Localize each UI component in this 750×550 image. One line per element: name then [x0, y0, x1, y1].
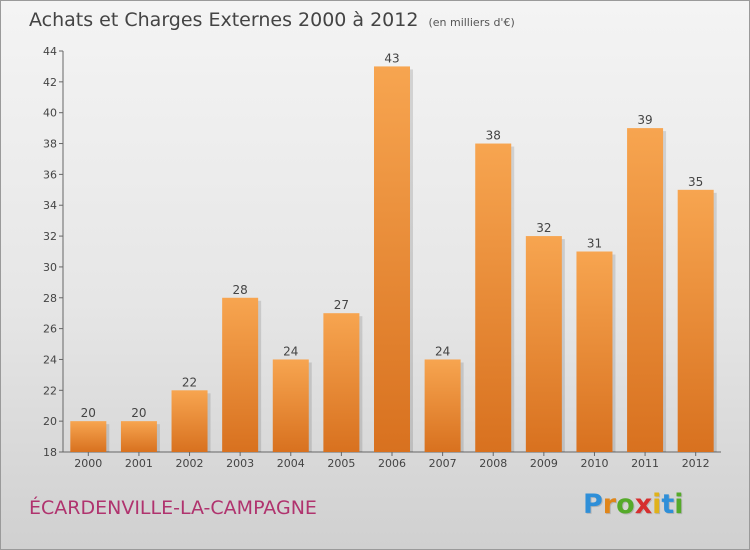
data-label: 24 [283, 344, 298, 358]
bar-2012 [677, 189, 714, 453]
x-tick-label: 2007 [429, 457, 457, 470]
y-tick-label: 44 [43, 45, 57, 58]
commune-name: ÉCARDENVILLE-LA-CAMPAGNE [29, 497, 317, 519]
bar-2006 [374, 66, 410, 452]
y-tick-label: 30 [43, 261, 57, 274]
y-tick-label: 24 [43, 353, 57, 366]
x-tick-label: 2006 [378, 457, 406, 470]
logo-letter: P [583, 489, 603, 520]
y-tick-label: 22 [43, 384, 57, 397]
bar-2000 [70, 421, 107, 452]
data-labels: 20 20 22 28 24 27 43 24 38 32 31 39 35 [81, 51, 704, 420]
y-tick-label: 28 [43, 292, 57, 305]
y-tick-label: 40 [43, 107, 57, 120]
data-label: 31 [587, 237, 602, 251]
data-label: 32 [536, 221, 551, 235]
data-label: 24 [435, 344, 450, 358]
bar-2002 [171, 390, 208, 452]
data-label: 39 [637, 113, 652, 127]
y-tick-label: 34 [43, 199, 57, 212]
bars [70, 66, 717, 453]
y-tick-label: 18 [43, 446, 57, 459]
x-tick-label: 2000 [74, 457, 102, 470]
bar-2001 [120, 421, 157, 452]
data-label: 35 [688, 175, 703, 189]
x-tick-label: 2002 [176, 457, 204, 470]
proxiti-logo: Proxiti [583, 489, 684, 520]
x-tick-label: 2011 [631, 457, 659, 470]
x-tick-label: 2010 [580, 457, 608, 470]
chart-unit: (en milliers d'€) [428, 16, 515, 29]
bar-2008 [475, 143, 512, 453]
data-label: 22 [182, 375, 197, 389]
y-tick-label: 32 [43, 230, 57, 243]
y-tick-label: 38 [43, 138, 57, 151]
bar-2007 [424, 359, 461, 452]
data-label: 28 [233, 283, 248, 297]
bar-2005 [323, 313, 360, 452]
x-tick-label: 2004 [277, 457, 305, 470]
bar-2004 [272, 359, 309, 452]
data-label: 27 [334, 298, 349, 312]
bar-2011 [627, 128, 664, 452]
logo-letter: i [652, 489, 662, 520]
bar-2009 [525, 236, 562, 452]
x-tick-label: 2003 [226, 457, 254, 470]
bar-2010 [576, 251, 613, 452]
data-label: 38 [486, 129, 501, 143]
logo-letter: x [634, 489, 653, 520]
x-tick-label: 2012 [682, 457, 710, 470]
bar-2003 [222, 297, 259, 452]
x-tick-label: 2001 [125, 457, 153, 470]
logo-letter: t [661, 489, 675, 520]
x-tick-label: 2009 [530, 457, 558, 470]
chart-title-block: Achats et Charges Externes 2000 à 2012 (e… [29, 9, 515, 31]
logo-letter: o [616, 489, 635, 520]
y-tick-label: 20 [43, 415, 57, 428]
data-label: 20 [131, 406, 146, 420]
data-label: 20 [81, 406, 96, 420]
logo-letter: i [674, 489, 684, 520]
x-tick-label: 2008 [479, 457, 507, 470]
y-tick-label: 42 [43, 76, 57, 89]
logo-letter: r [602, 489, 617, 520]
chart-title: Achats et Charges Externes 2000 à 2012 [29, 9, 419, 31]
y-tick-label: 26 [43, 323, 57, 336]
x-tick-label: 2005 [327, 457, 355, 470]
data-label: 43 [384, 51, 399, 65]
y-tick-label: 36 [43, 168, 57, 181]
